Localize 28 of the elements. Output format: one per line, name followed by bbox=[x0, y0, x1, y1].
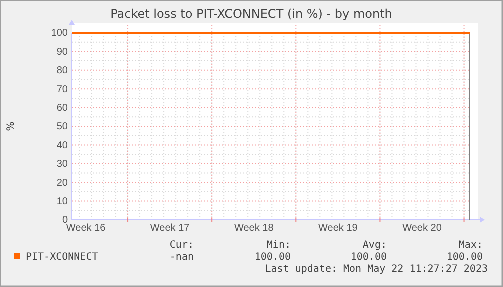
text: 100.00 bbox=[350, 252, 387, 263]
chart-title: Packet loss to PIT-XCONNECT (in %) - by month bbox=[110, 7, 392, 21]
text: Avg: bbox=[362, 240, 387, 251]
y-axis-title: % bbox=[6, 122, 17, 132]
x-tick-label: Week 18 bbox=[234, 223, 274, 234]
y-tick-label: 60 bbox=[56, 103, 68, 114]
x-tick-label: Week 16 bbox=[66, 223, 106, 234]
x-tick-label: Week 20 bbox=[402, 223, 442, 234]
y-tick-label: 100 bbox=[51, 28, 68, 40]
text: Max: bbox=[458, 240, 483, 251]
y-tick-label: 20 bbox=[56, 178, 68, 189]
y-tick-label: 10 bbox=[56, 196, 68, 208]
text: Min: bbox=[266, 240, 291, 251]
text: Cur: bbox=[170, 240, 194, 251]
y-tick-label: 30 bbox=[56, 159, 68, 170]
y-tick-label: 90 bbox=[56, 46, 68, 58]
x-tick-label: Week 17 bbox=[150, 223, 190, 234]
y-tick-label: 0 bbox=[62, 215, 68, 226]
text: 100.00 bbox=[254, 252, 291, 263]
legend-label: PIT-XCONNECT bbox=[26, 252, 98, 263]
text: 100.00 bbox=[446, 252, 483, 263]
y-tick-label: 40 bbox=[56, 140, 68, 152]
y-tick-label: 50 bbox=[56, 122, 68, 133]
text: Last update: Mon May 22 11:27:27 2023 bbox=[265, 264, 488, 275]
y-tick-label: 80 bbox=[56, 66, 68, 77]
y-tick-label: 70 bbox=[56, 84, 68, 96]
text: -nan bbox=[170, 252, 194, 263]
x-tick-label: Week 19 bbox=[318, 223, 358, 234]
